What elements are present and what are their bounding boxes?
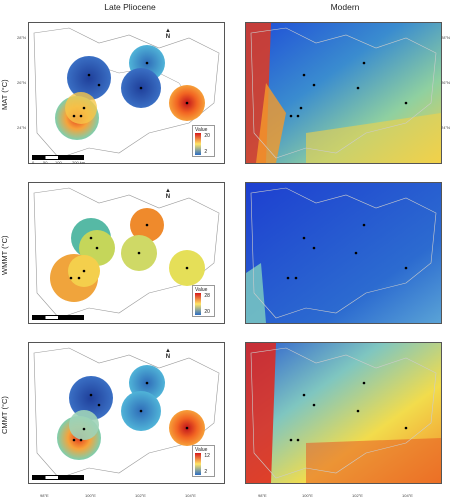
scale-label: 50 xyxy=(43,160,48,165)
map-wmmt-pliocene xyxy=(33,187,220,319)
north-arrow-wmmt: ▲ N xyxy=(165,188,171,200)
scale-bar-wmmt xyxy=(32,315,84,320)
lon-tick: 104°E xyxy=(185,493,196,498)
legend-bar xyxy=(195,453,201,475)
map-cmmt-pliocene xyxy=(33,347,220,479)
scale-bar-mat xyxy=(32,155,84,160)
legend-wmmt: Value 28 20 xyxy=(192,285,216,317)
lat-tick: 24°N xyxy=(17,125,26,130)
scale-label: 200 km xyxy=(72,160,86,165)
legend-max: 12 xyxy=(204,453,210,459)
legend-cmmt: Value 12 2 xyxy=(192,445,216,477)
row-label-wmmt: WMMT (°C) xyxy=(0,235,9,275)
north-arrow-mat: ▲ N xyxy=(165,28,171,40)
legend-min: 2 xyxy=(204,149,208,155)
scale-bar-cmmt xyxy=(32,475,84,480)
panel-cmmt-pliocene xyxy=(28,342,225,484)
lon-tick: 98°E xyxy=(40,493,49,498)
map-cmmt-modern xyxy=(246,343,441,483)
legend-title: Value xyxy=(195,127,208,133)
legend-title: Value xyxy=(195,447,208,453)
lon-tick: 100°E xyxy=(85,493,96,498)
lon-tick: 100°E xyxy=(302,493,313,498)
lon-tick: 102°E xyxy=(352,493,363,498)
legend-min: 20 xyxy=(204,309,210,315)
lon-tick: 98°E xyxy=(258,493,267,498)
legend-mat: Value 20 2 xyxy=(192,125,216,157)
lon-tick: 102°E xyxy=(135,493,146,498)
map-mat-modern xyxy=(246,23,441,163)
map-mat-pliocene xyxy=(33,27,220,159)
col-title-right: Modern xyxy=(330,2,360,12)
lat-tick: 24°N xyxy=(441,125,450,130)
legend-bar xyxy=(195,293,201,315)
legend-bar xyxy=(195,133,201,155)
row-label-mat: MAT (°C) xyxy=(0,79,9,111)
north-arrow-cmmt: ▲ N xyxy=(165,348,171,360)
legend-title: Value xyxy=(195,287,208,293)
legend-max: 28 xyxy=(204,293,210,299)
scale-label: 0 xyxy=(32,160,35,165)
lat-tick: 28°N xyxy=(17,35,26,40)
panel-wmmt-modern xyxy=(245,182,442,324)
scale-label: 100 xyxy=(55,160,62,165)
panel-cmmt-modern xyxy=(245,342,442,484)
col-title-left: Late Pliocene xyxy=(104,2,156,12)
panel-mat-modern xyxy=(245,22,442,164)
map-wmmt-modern xyxy=(246,183,441,323)
lat-tick: 26°N xyxy=(441,80,450,85)
lat-tick: 28°N xyxy=(441,35,450,40)
panel-mat-pliocene xyxy=(28,22,225,164)
lat-tick: 26°N xyxy=(17,80,26,85)
legend-min: 2 xyxy=(204,469,208,475)
legend-max: 20 xyxy=(204,133,210,139)
row-label-cmmt: CMMT (°C) xyxy=(0,396,9,434)
lon-tick: 104°E xyxy=(402,493,413,498)
